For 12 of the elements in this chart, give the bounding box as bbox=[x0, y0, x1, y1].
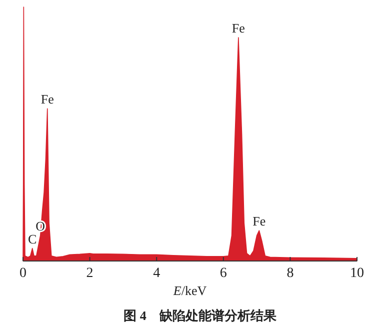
x-axis-title: E/keV bbox=[172, 283, 208, 298]
annotation: C bbox=[28, 231, 37, 246]
x-tick-label: 8 bbox=[286, 266, 294, 281]
annotation: Fe bbox=[40, 92, 54, 107]
x-tick-label: 2 bbox=[86, 266, 94, 281]
text: 图 4 缺陷处能谱分析结果 bbox=[124, 308, 278, 323]
annotation: Fe bbox=[232, 20, 246, 36]
x-tick-label: 10 bbox=[350, 266, 364, 281]
x-tick-label: 0 bbox=[20, 266, 26, 281]
annotation: Fe bbox=[252, 214, 266, 229]
x-tick-label: 6 bbox=[220, 266, 227, 281]
x-tick-label: 4 bbox=[153, 266, 160, 281]
